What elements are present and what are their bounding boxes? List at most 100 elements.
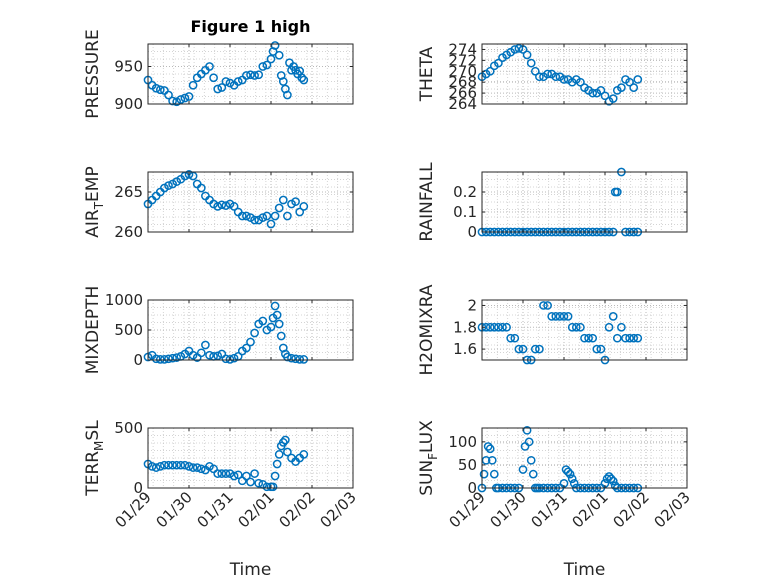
axes-box: [481, 427, 688, 489]
air-temp-panel: 260 265 AIRTEMP: [83, 166, 354, 241]
data-point: [295, 355, 305, 364]
data-point: [567, 322, 577, 332]
data-point: [485, 322, 495, 332]
y-axis-label-subscript: M: [92, 441, 106, 451]
data-point: [233, 77, 243, 86]
y-tick-label: 0: [133, 479, 143, 497]
data-point: [180, 93, 190, 103]
data-point: [233, 470, 243, 480]
data-point: [539, 301, 548, 310]
y-tick-label: 2: [467, 296, 477, 314]
data-point: [485, 66, 495, 76]
sun-flux-panel: 05010001/2901/3001/3102/0102/0202/03SUNF…: [417, 420, 694, 580]
data-point: [151, 354, 161, 364]
data-point: [518, 344, 528, 354]
data-point: [612, 187, 622, 197]
data-point: [559, 312, 569, 321]
data-point: [551, 312, 561, 321]
data-point: [543, 69, 552, 79]
data-point: [242, 211, 251, 221]
data-point: [600, 91, 610, 101]
y-tick-label: 0: [467, 479, 477, 497]
data-point: [213, 469, 223, 478]
y-tick-label: 100: [448, 433, 477, 451]
data-point: [283, 90, 292, 100]
data-point: [242, 71, 251, 80]
data-point: [188, 80, 198, 90]
data-point: [221, 77, 231, 86]
data-point: [524, 437, 534, 447]
data-point: [229, 202, 239, 211]
data-point: [526, 455, 536, 465]
data-point: [629, 333, 639, 343]
y-tick-label: 264: [448, 95, 477, 113]
y-axis-label-text: MIXDEPTH: [83, 286, 103, 375]
data-point: [237, 211, 247, 221]
data-point: [262, 60, 272, 70]
data-point: [283, 211, 292, 221]
data-point: [172, 353, 182, 362]
data-point: [258, 213, 268, 222]
data-point: [633, 75, 643, 84]
data-point: [151, 83, 161, 93]
data-point: [299, 450, 309, 459]
data-point: [272, 310, 282, 320]
data-point: [596, 344, 606, 354]
data-point: [217, 469, 227, 478]
data-point: [164, 460, 173, 470]
y-axis-label-subscript: T: [92, 201, 106, 210]
data-point: [274, 450, 284, 459]
h2omixra-panel: 1.6 1.8 2 H2OMIXRA: [417, 284, 688, 376]
data-point: [569, 479, 579, 488]
data-point: [246, 477, 255, 487]
data-point: [571, 322, 581, 332]
data-point: [479, 469, 489, 479]
data-point: [196, 348, 206, 358]
data-point: [514, 44, 524, 53]
data-point: [201, 340, 210, 350]
y-axis-label-suffix: SL: [83, 420, 103, 441]
data-point: [483, 442, 493, 451]
data-point: [526, 58, 536, 68]
data-point: [272, 459, 282, 469]
y-tick-label: 500: [114, 419, 143, 437]
data-point: [270, 471, 280, 481]
data-point: [164, 181, 173, 190]
data-point: [506, 333, 516, 343]
data-point: [213, 351, 223, 361]
y-tick-label: 0.2: [453, 183, 477, 201]
data-point: [274, 203, 284, 213]
data-point: [209, 73, 218, 83]
data-point: [258, 62, 268, 71]
y-tick-label: 270: [448, 62, 477, 80]
data-point: [268, 482, 278, 492]
data-point: [270, 211, 280, 221]
y-axis-label: H2OMIXRA: [417, 284, 437, 375]
data-point: [530, 344, 540, 354]
data-point: [217, 83, 227, 92]
y-axis-label: AIRTEMP: [83, 166, 106, 237]
data-point: [184, 92, 194, 101]
data-point: [297, 73, 307, 83]
y-tick-label: 1.8: [453, 318, 477, 336]
axes-box: [481, 43, 688, 105]
data-point: [258, 316, 268, 326]
data-point: [164, 90, 173, 100]
data-point: [543, 301, 552, 310]
data-point: [160, 460, 169, 470]
x-tick-label: 01/30: [153, 488, 196, 531]
data-point: [584, 333, 593, 343]
data-point: [242, 343, 251, 353]
y-tick-label: 266: [448, 84, 477, 102]
y-tick-label: 265: [114, 183, 143, 201]
x-tick-label: 02/01: [235, 488, 278, 531]
data-point: [250, 328, 259, 338]
data-point: [551, 72, 561, 82]
pressure-panel: 900 950 PRESSURE Figure 1 high: [83, 17, 354, 119]
data-point: [160, 355, 169, 364]
data-point: [530, 66, 540, 76]
data-point: [281, 435, 290, 445]
data-point: [535, 72, 544, 82]
data-point: [250, 215, 259, 225]
